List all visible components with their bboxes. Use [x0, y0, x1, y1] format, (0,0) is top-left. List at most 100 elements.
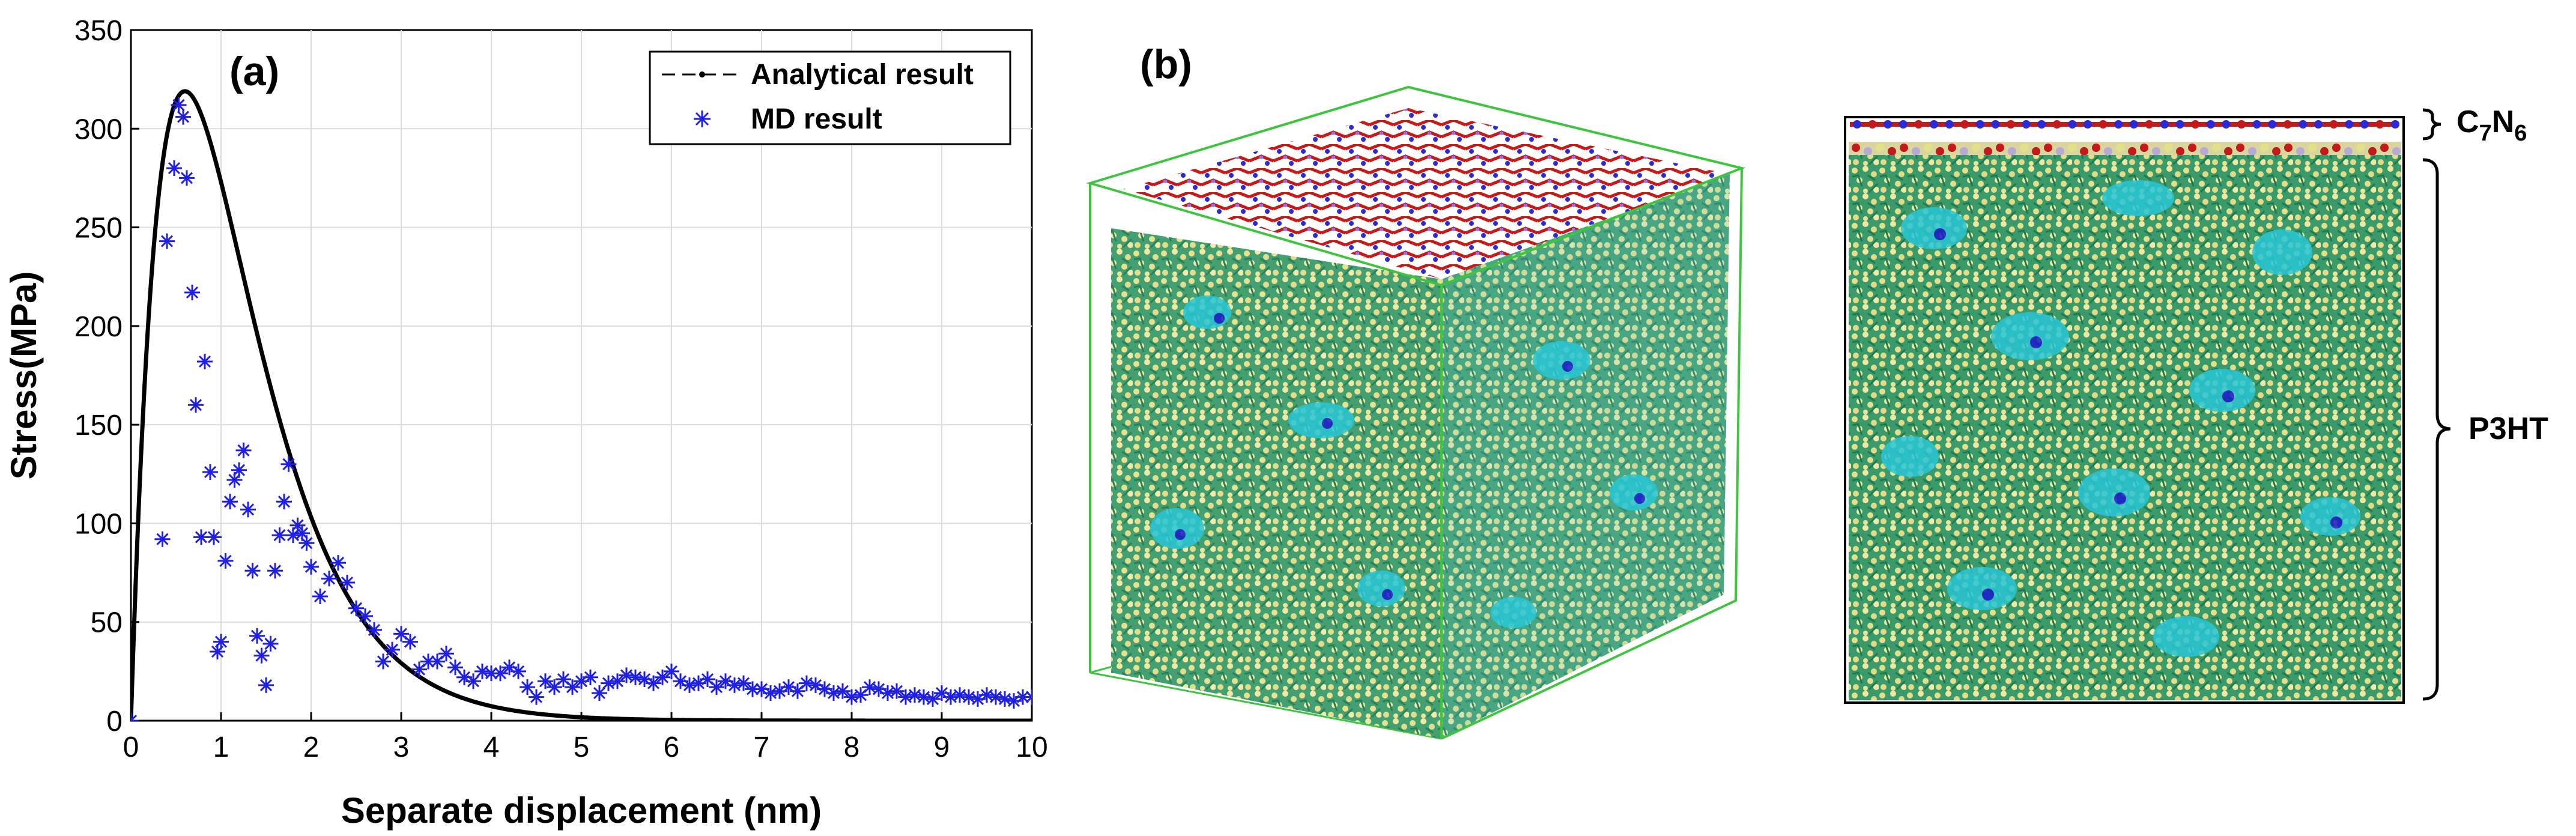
md-point	[206, 529, 222, 545]
md-point	[664, 663, 679, 679]
md-point	[447, 659, 463, 676]
stress-displacement-chart: 0 1 2 3 4 5 6 7 8 9 10 0 50 100 150 200 250 300 350 (a) S…	[4, 15, 1048, 831]
data-series	[131, 89, 1032, 721]
analytical-point	[145, 338, 150, 343]
y-tick-label: 200	[74, 311, 123, 343]
c7n6-atom	[2329, 120, 2338, 129]
md-point	[682, 677, 697, 693]
interface-atom	[2380, 144, 2389, 152]
interface-atom	[2056, 147, 2064, 156]
md-point	[637, 671, 652, 687]
md-point	[718, 673, 733, 689]
md-point	[253, 647, 270, 664]
c7n6-atom	[2206, 120, 2215, 129]
md-point	[348, 600, 364, 616]
c7n6-atom	[2037, 120, 2046, 129]
interface-atom	[1924, 144, 1932, 152]
p3ht-brace	[2422, 158, 2451, 701]
interface-atom	[1900, 144, 1908, 152]
analytical-point	[134, 563, 139, 568]
analytical-point	[143, 369, 148, 374]
md-point	[179, 170, 195, 186]
md-point	[907, 687, 923, 703]
analytical-point	[156, 199, 160, 204]
c7n6-atom	[1884, 120, 1893, 129]
md-point	[249, 628, 265, 644]
md-point	[285, 527, 301, 544]
interface-atom	[1948, 144, 1956, 152]
md-point	[303, 559, 319, 575]
panel-b-label: (b)	[1140, 41, 1192, 87]
interface-atom	[2284, 144, 2293, 152]
legend-md-text: MD result	[751, 103, 882, 135]
c7n6-atom	[1930, 120, 1938, 129]
legend-analytical-text: Analytical result	[751, 59, 974, 91]
md-point	[817, 681, 832, 697]
interface-atom	[2080, 147, 2088, 156]
analytical-point	[157, 183, 162, 188]
interface-atom	[2368, 147, 2377, 156]
cube-front-face	[1111, 228, 1441, 739]
interface-atom	[2320, 147, 2329, 156]
md-point	[934, 685, 950, 701]
y-tick-label: 150	[74, 410, 123, 441]
md-point	[267, 563, 283, 579]
c7n6-atom	[2237, 120, 2246, 129]
md-point	[979, 687, 995, 703]
md-point	[492, 665, 508, 682]
y-axis-ticks: 0 50 100 150 200 250 300 350	[74, 15, 139, 738]
c7n6-atom	[2099, 120, 2108, 129]
c7n6-atom	[1868, 120, 1877, 129]
md-point	[808, 677, 823, 693]
y-tick-label: 250	[74, 213, 123, 244]
md-point	[474, 663, 490, 679]
c7n6-atom	[2068, 120, 2077, 129]
interface-atom	[2332, 144, 2341, 152]
md-point	[438, 646, 454, 662]
md-point	[213, 634, 229, 650]
interface-atom	[1936, 147, 1944, 156]
analytical-point	[132, 611, 137, 616]
md-point	[916, 689, 932, 705]
legend-analytical-marker	[699, 71, 705, 77]
x-tick-label: 5	[574, 732, 590, 763]
c7n6-atom	[2007, 120, 2015, 129]
md-point	[835, 683, 850, 699]
c7n6-atom	[2114, 120, 2123, 129]
interface-atom	[2128, 147, 2136, 156]
md-point	[547, 679, 562, 695]
c7n6-atom	[1975, 120, 1984, 129]
analytical-point	[139, 438, 144, 443]
analytical-point	[138, 477, 142, 482]
interface-atom	[1888, 147, 1896, 156]
c7n6-atom	[2314, 120, 2323, 129]
md-point	[565, 679, 580, 695]
c7n6-atom	[2160, 120, 2169, 129]
interface-atom	[2116, 144, 2124, 152]
c7n6-atom	[1914, 120, 1923, 129]
x-tick-label: 2	[303, 732, 320, 763]
md-point	[321, 571, 337, 587]
md-point	[262, 635, 279, 652]
interface-atom	[1864, 147, 1872, 156]
interface-atom	[1996, 144, 2004, 152]
md-point	[862, 679, 877, 695]
c7n6-atom	[2191, 120, 2200, 129]
x-tick-label: 10	[1016, 732, 1047, 763]
md-point	[222, 494, 238, 510]
c7n6-atom	[2222, 120, 2231, 129]
md-point	[952, 687, 968, 703]
analytical-point	[131, 663, 135, 668]
x-tick-label: 9	[934, 732, 950, 763]
md-point	[154, 531, 171, 547]
md-point	[853, 687, 868, 703]
md-point	[970, 691, 986, 707]
md-point	[456, 669, 472, 685]
interface-atom	[2224, 147, 2232, 156]
md-point	[217, 553, 234, 569]
c7n6-atom	[2252, 120, 2261, 129]
md-point	[997, 691, 1013, 707]
md-point	[736, 675, 751, 691]
x-axis-ticks: 0 1 2 3 4 5 6 7 8 9 10	[123, 712, 1048, 763]
